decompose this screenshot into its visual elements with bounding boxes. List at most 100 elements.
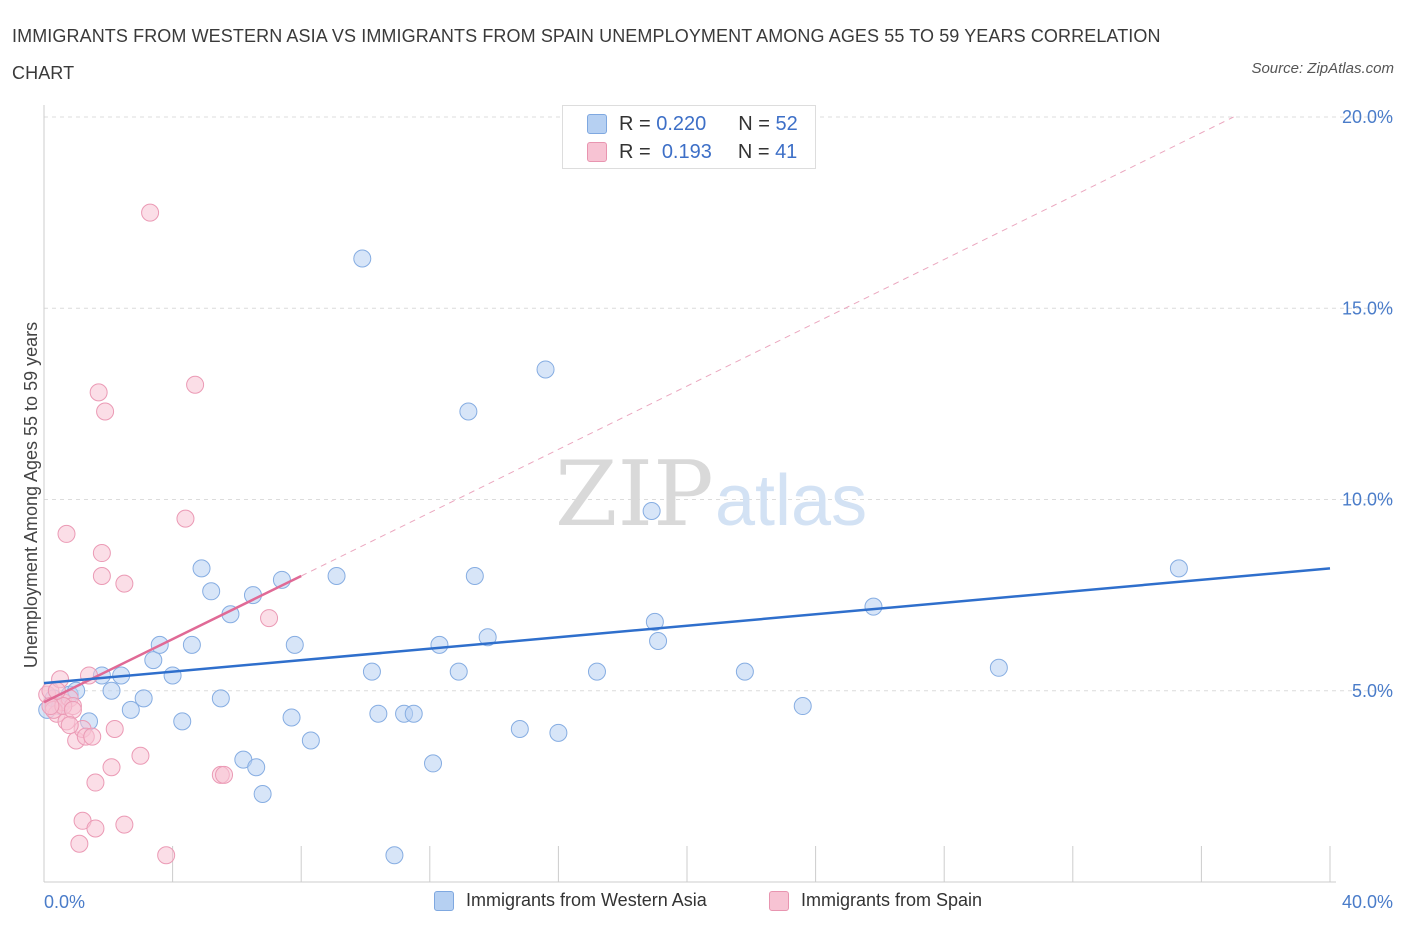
point-spain [115,574,134,593]
point-western-asia [134,689,153,708]
point-spain [92,567,111,585]
y-tick-label: 20.0% [1342,107,1393,127]
point-spain [176,509,195,528]
point-western-asia [385,846,404,865]
point-western-asia [173,712,192,731]
point-western-asia [327,567,346,585]
y-tick-label: 10.0% [1342,490,1393,510]
trend-line-spain-extension [300,116,1234,577]
bottom-legend-swatch-blue [434,890,454,911]
point-western-asia [285,635,304,654]
stats-legend: R = 0.220 N = 52 R = 0.193 N = 41 [562,105,816,169]
point-spain [63,700,82,719]
point-western-asia [459,402,478,421]
legend-swatch-pink [587,142,607,162]
point-spain [57,524,76,543]
legend-row-spain: R = 0.193 N = 41 [587,139,797,165]
point-western-asia [549,723,568,742]
point-spain [60,716,79,735]
legend-r-label: R = [619,112,651,135]
bottom-legend-western-asia: Immigrants from Western Asia [434,890,707,911]
bottom-legend-label: Immigrants from Western Asia [466,890,707,910]
point-western-asia [465,567,484,585]
legend-row-western-asia: R = 0.220 N = 52 [587,111,798,137]
bottom-legend-spain: Immigrants from Spain [769,890,982,911]
y-tick-label: 5.0% [1352,681,1393,701]
legend-swatch-blue [587,114,607,134]
point-western-asia [353,249,372,268]
watermark: ZIP atlas [555,442,867,547]
point-western-asia [424,754,443,773]
chart-title: IMMIGRANTS FROM WESTERN ASIA VS IMMIGRAN… [12,26,1161,83]
legend-r-value: 0.220 [656,112,707,135]
point-spain [83,727,102,746]
point-western-asia [793,697,812,716]
point-western-asia [247,758,266,777]
point-western-asia [510,720,529,738]
point-spain [157,846,176,865]
legend-n-value: 41 [775,140,798,163]
legend-n-label: N = [738,112,770,135]
y-tick-labels: 5.0% 10.0% 15.0% 20.0% [1342,107,1393,701]
point-spain [86,819,105,838]
point-western-asia [102,681,121,700]
point-western-asia [301,731,320,750]
point-western-asia [369,704,388,723]
point-spain [89,383,108,402]
axes [43,105,1336,883]
point-spain [102,758,121,777]
point-western-asia [735,662,754,681]
point-western-asia [404,704,423,723]
point-western-asia [449,662,468,681]
watermark-zip: ZIP [555,442,714,547]
point-western-asia [645,612,664,631]
point-spain [70,834,89,853]
point-western-asia [182,635,201,654]
point-western-asia [587,662,606,681]
y-tick-label: 15.0% [1342,298,1393,318]
y-axis-label: Unemployment Among Ages 55 to 59 years [21,322,41,668]
legend-r-value: 0.193 [661,140,712,163]
point-western-asia [144,651,163,670]
point-spain [131,746,150,765]
grid-lines [44,116,1393,692]
point-western-asia [864,597,883,616]
point-spain [105,720,124,738]
watermark-atlas: atlas [715,461,867,541]
point-spain [260,609,279,628]
point-spain [86,773,105,792]
trend-line-western-asia [43,567,1331,685]
point-western-asia [282,708,301,727]
chart-source: Source: ZipAtlas.com [1251,60,1394,77]
point-western-asia [211,689,230,708]
point-western-asia [478,628,497,647]
x-tick-label-min: 0.0% [44,892,85,912]
point-western-asia [989,658,1008,677]
point-western-asia [1169,559,1188,578]
legend-r-label: R = [619,140,651,163]
data-points [38,203,1188,865]
bottom-legend-swatch-pink [769,890,789,911]
point-western-asia [121,700,140,719]
point-spain [215,765,234,784]
point-western-asia [430,635,449,654]
point-spain [141,203,160,222]
point-spain [186,375,205,394]
point-spain [115,815,134,834]
point-western-asia [192,559,211,578]
point-spain [96,402,115,421]
point-spain [92,544,111,563]
point-western-asia [649,632,668,651]
x-tick-label-max: 40.0% [1342,892,1393,912]
point-western-asia [536,360,555,379]
trend-line-spain [43,574,302,704]
point-western-asia [253,785,272,804]
point-western-asia [642,501,661,520]
point-western-asia [362,662,381,681]
point-western-asia [202,582,221,601]
legend-n-label: N = [737,140,770,163]
point-western-asia [163,666,182,685]
legend-n-value: 52 [775,112,798,135]
point-western-asia [243,586,262,605]
trend-lines [43,116,1331,704]
